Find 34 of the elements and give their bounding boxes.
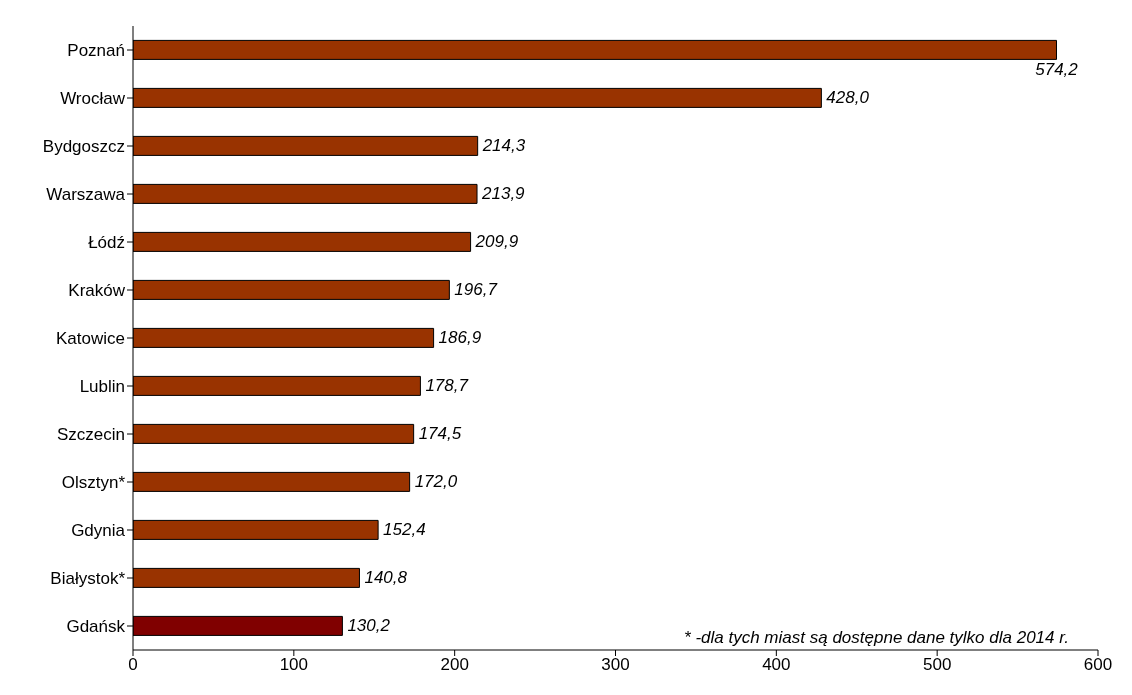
y-tick-label: Wrocław — [60, 89, 126, 109]
y-tick-label: Bydgoszcz — [42, 137, 125, 157]
data-label: 209,9 — [474, 232, 519, 252]
y-tick-label: Białystok* — [50, 569, 126, 589]
y-tick-label: Warszawa — [46, 185, 126, 205]
data-label: 130,2 — [347, 616, 391, 636]
y-tick-label: Poznań — [67, 41, 125, 61]
y-tick-label: Olsztyn* — [61, 473, 126, 493]
annotation: * -dla tych miast są dostępne dane tylko dla 2014 r. — [684, 628, 1069, 648]
x-tick-label: 600 — [1083, 655, 1113, 675]
x-tick-label: 400 — [762, 655, 791, 675]
y-tick-label: Kraków — [68, 281, 126, 301]
data-label: 174,5 — [418, 424, 462, 444]
y-tick-label: Katowice — [56, 329, 125, 349]
data-label: 214,3 — [481, 136, 526, 156]
data-label: 213,9 — [481, 184, 526, 204]
x-tick-label: 500 — [922, 655, 952, 675]
data-label: 178,7 — [425, 376, 469, 396]
data-label: 186,9 — [438, 328, 482, 348]
y-tick-label: Lublin — [79, 377, 125, 397]
y-tick-label: Łódź — [88, 233, 125, 253]
x-tick-label: 200 — [440, 655, 469, 675]
x-tick-label: 100 — [279, 655, 309, 675]
y-tick-label: Gdynia — [71, 521, 126, 541]
data-label: 152,4 — [383, 520, 426, 540]
data-label: 140,8 — [364, 568, 408, 588]
data-label: 428,0 — [826, 88, 870, 108]
y-tick-label: Gdańsk — [66, 617, 126, 637]
data-label: 196,7 — [454, 280, 498, 300]
data-label: 574,2 — [1035, 60, 1079, 80]
y-tick-label: Szczecin — [56, 425, 125, 445]
x-tick-label: 300 — [601, 655, 630, 675]
data-label: 172,0 — [414, 472, 458, 492]
x-tick-label: 0 — [128, 655, 138, 675]
